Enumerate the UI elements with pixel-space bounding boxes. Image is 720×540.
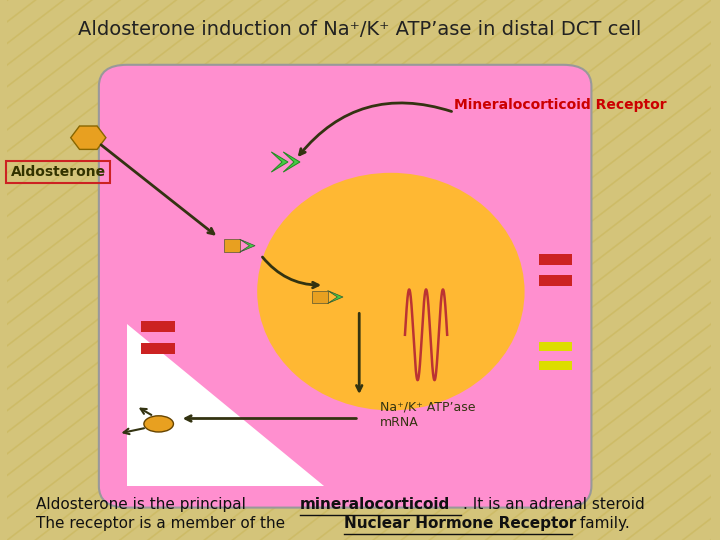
Bar bbox=[539, 361, 572, 370]
Text: mineralocorticoid: mineralocorticoid bbox=[300, 497, 450, 512]
Text: The receptor is a member of the: The receptor is a member of the bbox=[35, 516, 289, 531]
Text: family.: family. bbox=[575, 516, 629, 531]
Polygon shape bbox=[71, 126, 106, 150]
Polygon shape bbox=[328, 291, 343, 303]
Ellipse shape bbox=[144, 416, 174, 432]
Bar bbox=[539, 254, 572, 265]
Polygon shape bbox=[283, 152, 300, 172]
Polygon shape bbox=[127, 324, 324, 486]
Text: Aldosterone is the principal: Aldosterone is the principal bbox=[35, 497, 251, 512]
Bar bbox=[539, 342, 572, 351]
FancyBboxPatch shape bbox=[99, 65, 591, 508]
Ellipse shape bbox=[257, 173, 525, 410]
Text: Aldosterone: Aldosterone bbox=[11, 165, 106, 179]
Text: Aldosterone induction of Na⁺/K⁺ ATP’ase in distal DCT cell: Aldosterone induction of Na⁺/K⁺ ATP’ase … bbox=[78, 20, 641, 39]
Bar bbox=[141, 343, 175, 354]
Polygon shape bbox=[271, 152, 288, 172]
Bar bbox=[224, 239, 240, 252]
Text: Na⁺/K⁺ ATP’ase
mRNA: Na⁺/K⁺ ATP’ase mRNA bbox=[380, 401, 476, 429]
Bar bbox=[312, 291, 328, 303]
Polygon shape bbox=[240, 239, 255, 252]
Text: Mineralocorticoid Receptor: Mineralocorticoid Receptor bbox=[454, 98, 667, 112]
Text: . It is an adrenal steroid: . It is an adrenal steroid bbox=[464, 497, 645, 512]
Bar bbox=[539, 275, 572, 286]
Bar bbox=[141, 321, 175, 332]
Text: Nuclear Hormone Receptor: Nuclear Hormone Receptor bbox=[343, 516, 576, 531]
